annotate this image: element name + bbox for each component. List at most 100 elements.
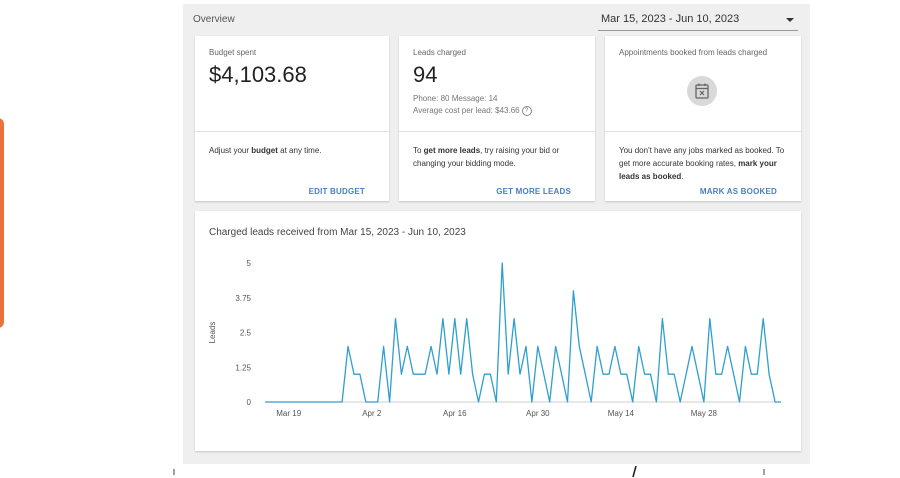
data-point bbox=[317, 401, 320, 404]
data-point bbox=[732, 373, 735, 376]
budget-hint-text: Adjust your bbox=[209, 146, 252, 155]
data-point bbox=[566, 401, 569, 404]
x-tick-label: May 14 bbox=[608, 409, 635, 418]
appointments-hint-text: You don't have any jobs marked as booked… bbox=[619, 146, 785, 168]
data-point bbox=[341, 401, 344, 404]
caret-down-icon bbox=[786, 18, 794, 22]
data-point bbox=[750, 373, 753, 376]
leads-hint-text: To bbox=[413, 146, 424, 155]
data-point bbox=[673, 373, 676, 376]
data-point bbox=[691, 345, 694, 348]
data-point bbox=[329, 401, 332, 404]
data-point bbox=[507, 373, 510, 376]
data-point bbox=[536, 345, 539, 348]
get-more-leads-link[interactable]: GET MORE LEADS bbox=[496, 187, 571, 196]
data-point bbox=[406, 345, 409, 348]
data-point bbox=[305, 401, 308, 404]
appointments-card: Appointments booked from leads charged Y… bbox=[605, 36, 801, 201]
data-point bbox=[453, 317, 456, 320]
data-point bbox=[685, 373, 688, 376]
data-point bbox=[530, 401, 533, 404]
appointments-hint-text-end: . bbox=[681, 172, 684, 181]
data-point bbox=[323, 401, 326, 404]
appointments-hint: You don't have any jobs marked as booked… bbox=[619, 144, 787, 183]
data-point bbox=[696, 373, 699, 376]
orange-accent-bar bbox=[0, 118, 4, 328]
card-divider bbox=[605, 131, 801, 132]
y-tick-label: 3.75 bbox=[235, 294, 251, 303]
leads-hint-text-end: , try raising your bid or changing your … bbox=[413, 146, 560, 168]
leads-series-line bbox=[265, 262, 781, 403]
data-point bbox=[400, 373, 403, 376]
data-point bbox=[436, 373, 439, 376]
data-point bbox=[513, 317, 516, 320]
data-point bbox=[584, 373, 587, 376]
data-point bbox=[477, 401, 480, 404]
data-point bbox=[714, 373, 717, 376]
overview-title: Overview bbox=[193, 14, 235, 25]
data-point bbox=[364, 401, 367, 404]
data-point bbox=[299, 401, 302, 404]
y-axis-label: Leads bbox=[208, 322, 217, 344]
data-point bbox=[412, 373, 415, 376]
data-point bbox=[519, 373, 522, 376]
data-point bbox=[287, 401, 290, 404]
footer-marks bbox=[173, 466, 765, 478]
data-point bbox=[489, 373, 492, 376]
data-point bbox=[335, 401, 338, 404]
mark-as-booked-link[interactable]: MARK AS BOOKED bbox=[699, 187, 777, 196]
data-point bbox=[352, 373, 355, 376]
y-tick-label: 5 bbox=[247, 259, 252, 268]
data-point bbox=[578, 345, 581, 348]
data-point bbox=[554, 345, 557, 348]
data-point bbox=[572, 289, 575, 292]
edit-budget-link[interactable]: EDIT BUDGET bbox=[308, 187, 365, 196]
y-tick-label: 1.25 bbox=[235, 363, 251, 372]
leads-card: Leads charged 94 Phone: 80 Message: 14 A… bbox=[399, 36, 595, 201]
data-point bbox=[613, 345, 616, 348]
data-point bbox=[524, 345, 527, 348]
leads-hint-bold: get more leads bbox=[423, 146, 481, 155]
data-point bbox=[382, 345, 385, 348]
x-tick-label: Mar 19 bbox=[276, 409, 301, 418]
data-point bbox=[608, 373, 611, 376]
data-point bbox=[619, 373, 622, 376]
leads-line-chart: 0 1.25 2.5 3.75 5 Leads Mar 19 Apr 2 Apr 16 Apr 3… bbox=[208, 259, 783, 418]
data-point bbox=[275, 401, 278, 404]
budget-label: Budget spent bbox=[209, 48, 257, 57]
budget-value: $4,103.68 bbox=[209, 62, 307, 87]
date-range-select[interactable]: Mar 15, 2023 - Jun 10, 2023 bbox=[598, 10, 798, 31]
y-tick-label: 0 bbox=[247, 398, 252, 407]
avg-cost: Average cost per lead: $43.66? bbox=[413, 106, 532, 116]
calendar-x-icon bbox=[687, 76, 717, 106]
help-icon[interactable]: ? bbox=[521, 106, 532, 116]
data-point bbox=[269, 401, 272, 404]
data-point bbox=[388, 401, 391, 404]
data-point bbox=[780, 401, 783, 404]
data-point bbox=[358, 373, 361, 376]
data-point bbox=[370, 401, 373, 404]
data-point bbox=[447, 373, 450, 376]
data-point bbox=[661, 317, 664, 320]
data-point bbox=[602, 373, 605, 376]
data-point bbox=[637, 345, 640, 348]
appointments-label: Appointments booked from leads charged bbox=[619, 48, 768, 57]
data-point bbox=[376, 401, 379, 404]
leads-hint: To get more leads, try raising your bid … bbox=[413, 144, 581, 170]
data-point bbox=[347, 345, 350, 348]
data-point bbox=[762, 317, 765, 320]
data-point bbox=[465, 317, 468, 320]
data-point bbox=[649, 373, 652, 376]
data-point bbox=[774, 401, 777, 404]
data-point bbox=[756, 373, 759, 376]
data-point bbox=[708, 317, 711, 320]
budget-hint-bold: budget bbox=[251, 146, 278, 155]
date-range-value: Mar 15, 2023 - Jun 10, 2023 bbox=[601, 13, 740, 25]
overview-panel: Overview Mar 15, 2023 - Jun 10, 2023 Bud… bbox=[183, 4, 810, 464]
x-tick-label: Apr 2 bbox=[362, 409, 382, 418]
appointments-hint-bold: mark your leads as booked bbox=[619, 159, 777, 181]
data-point bbox=[430, 345, 433, 348]
data-point bbox=[394, 317, 397, 320]
y-tick-label: 2.5 bbox=[240, 329, 252, 338]
budget-hint-text-end: at any time. bbox=[277, 146, 322, 155]
